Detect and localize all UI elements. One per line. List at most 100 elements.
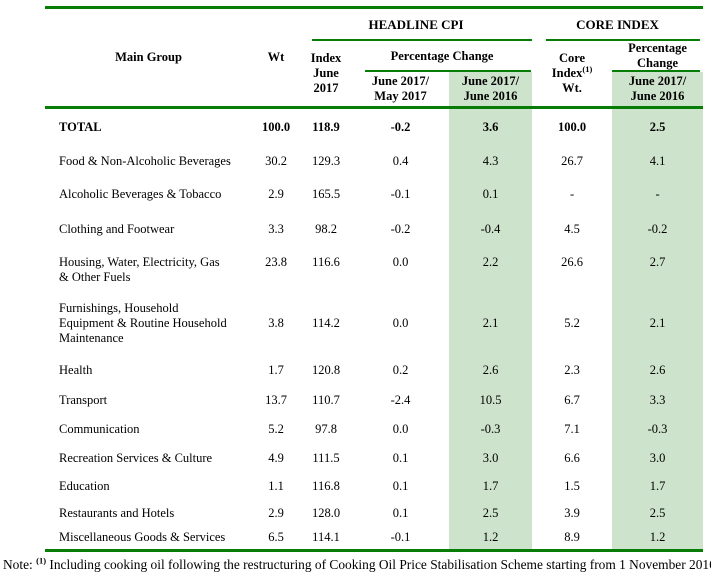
cell-main-group: Clothing and Footwear: [59, 221, 175, 236]
cell-mm-change: 0.1: [392, 450, 409, 465]
cell-index: 165.5: [311, 186, 341, 201]
cell-mm-change: 0.0: [392, 316, 409, 330]
cell-core-wt: 6.6: [564, 450, 580, 465]
cell-index: 98.2: [315, 221, 337, 236]
col-header-june2017-june2016: June 2017/ June 2016: [449, 71, 533, 108]
cell-yy-change: -0.4: [449, 211, 533, 247]
cell-yy-change: -0.3: [449, 414, 533, 444]
table-body: TOTAL 100.0 118.9 -0.2 3.6 100.0 2.5 Foo…: [45, 106, 704, 551]
table-header: Main Group Wt HEADLINE CPI CORE INDEX In…: [45, 8, 704, 108]
cell-yy-change: 10.5: [449, 385, 533, 415]
cell-core-yy-change: 3.3: [612, 385, 704, 415]
cell-main-group: Recreation Services & Culture: [59, 450, 213, 465]
cell-main-group: Education: [59, 479, 110, 493]
table-row: Restaurants and Hotels 2.9 128.0 0.1 2.5…: [45, 500, 704, 527]
cell-core-yy-change: -0.2: [612, 211, 704, 247]
cell-core-wt: 26.7: [561, 154, 583, 168]
cell-wt: 4.9: [268, 450, 284, 465]
cell-wt: 3.3: [268, 221, 284, 236]
header-row-groups: Main Group Wt HEADLINE CPI CORE INDEX: [45, 8, 703, 64]
cell-wt: 23.8: [265, 254, 287, 269]
cell-index: 114.2: [312, 316, 340, 330]
cell-core-wt: 2.3: [564, 362, 580, 377]
cell-yy-change: 3.0: [449, 443, 533, 473]
col-header-core-june2017-june2016: June 2017/ June 2016: [612, 71, 704, 108]
col-header-core-percentage-change: Percentage Change: [612, 41, 703, 72]
cell-yy-change: 3.6: [449, 106, 533, 147]
cell-core-wt: 100.0: [532, 106, 613, 147]
cell-core-yy-change: 1.7: [612, 472, 704, 501]
cell-main-group: Miscellaneous Goods & Services: [59, 530, 226, 545]
cell-core-yy-change: 2.1: [612, 292, 704, 355]
cell-index: 116.6: [312, 254, 340, 269]
cell-core-yy-change: 2.7: [612, 246, 704, 293]
cell-index: 110.7: [312, 392, 340, 407]
cell-wt: 100.0: [252, 106, 300, 147]
cell-wt: 6.5: [268, 530, 284, 545]
cell-core-yy-change: 1.2: [612, 526, 704, 551]
col-header-index-june-2017: Index June 2017: [310, 50, 342, 95]
group-header-headline-cpi: HEADLINE CPI: [300, 8, 533, 41]
cell-index: 111.5: [312, 450, 340, 465]
cell-core-wt: 3.9: [564, 506, 580, 520]
col-header-core-index-wt: Core Index(1) Wt.: [532, 41, 612, 108]
cell-core-yy-change: 3.0: [612, 443, 704, 473]
core-wt-footnote-marker: (1): [582, 63, 593, 74]
cell-wt: 5.2: [268, 421, 284, 436]
cell-mm-change: 0.0: [392, 421, 409, 436]
cell-main-group: Housing, Water, Electricity, Gas & Other…: [59, 254, 220, 284]
cell-yy-change: 1.7: [449, 472, 533, 501]
core-wt-line1: Core: [558, 50, 586, 65]
table-row: Education 1.1 116.8 0.1 1.7 1.5 1.7: [45, 472, 704, 501]
cell-wt: 30.2: [265, 154, 287, 168]
cell-mm-change: -0.2: [390, 221, 411, 236]
table-row: Communication 5.2 97.8 0.0 -0.3 7.1 -0.3: [45, 414, 704, 444]
cell-mm-change: -2.4: [390, 392, 411, 407]
table-row: Recreation Services & Culture 4.9 111.5 …: [45, 443, 704, 473]
col-header-june2017-may2017: June 2017/ May 2017: [371, 73, 430, 103]
cell-main-group: TOTAL: [45, 106, 252, 147]
footnote-text: Including cooking oil following the rest…: [46, 557, 711, 572]
cell-core-yy-change: 2.5: [612, 106, 704, 147]
cell-index: 120.8: [311, 362, 341, 377]
cell-yy-change: 2.6: [449, 354, 533, 386]
header-row-periods: June 2017/ May 2017 June 2017/ June 2016…: [45, 71, 704, 108]
table-row: Alcoholic Beverages & Tobacco 2.9 165.5 …: [45, 176, 704, 212]
cell-wt: 13.7: [265, 392, 287, 407]
table-row: Housing, Water, Electricity, Gas & Other…: [45, 246, 704, 293]
cell-mm-change: -0.1: [390, 186, 411, 201]
cell-yy-change: 4.3: [449, 146, 533, 177]
cell-wt: 2.9: [268, 186, 284, 201]
cell-yy-change: 0.1: [449, 176, 533, 212]
col-header-percentage-change: Percentage Change: [352, 41, 532, 72]
group-header-core-index: CORE INDEX: [532, 8, 703, 41]
cell-mm-change: 0.1: [392, 479, 409, 493]
cell-main-group: Alcoholic Beverages & Tobacco: [59, 186, 222, 201]
cell-yy-change: 2.5: [449, 500, 533, 527]
cell-core-yy-change: 2.6: [612, 354, 704, 386]
cell-main-group: Health: [59, 362, 93, 377]
cell-wt: 1.7: [268, 362, 284, 377]
footnote-marker: (1): [36, 555, 47, 566]
table-row: Food & Non-Alcoholic Beverages 30.2 129.…: [45, 146, 704, 177]
cell-mm-change: -0.1: [390, 530, 411, 545]
cell-mm-change: 0.2: [392, 362, 409, 377]
core-wt-line2: Index: [551, 65, 583, 80]
table-row-total: TOTAL 100.0 118.9 -0.2 3.6 100.0 2.5: [45, 106, 704, 147]
cell-index: 114.1: [312, 530, 340, 545]
cell-mm-change: -0.2: [352, 106, 449, 147]
cell-main-group: Furnishings, Household Equipment & Routi…: [59, 301, 227, 345]
cell-wt: 1.1: [268, 479, 284, 493]
cell-main-group: Restaurants and Hotels: [59, 506, 175, 520]
cell-index: 129.3: [311, 154, 341, 168]
cpi-table: Main Group Wt HEADLINE CPI CORE INDEX In…: [45, 6, 704, 552]
cell-wt: 2.9: [268, 506, 284, 520]
cell-core-yy-change: 4.1: [612, 146, 704, 177]
table-row: Furnishings, Household Equipment & Routi…: [45, 292, 704, 355]
cell-index: 116.8: [312, 479, 340, 493]
col-header-wt: Wt: [267, 50, 285, 64]
cell-mm-change: 0.4: [392, 154, 409, 168]
cell-core-wt: 8.9: [564, 530, 580, 545]
table-row: Health 1.7 120.8 0.2 2.6 2.3 2.6: [45, 354, 704, 386]
